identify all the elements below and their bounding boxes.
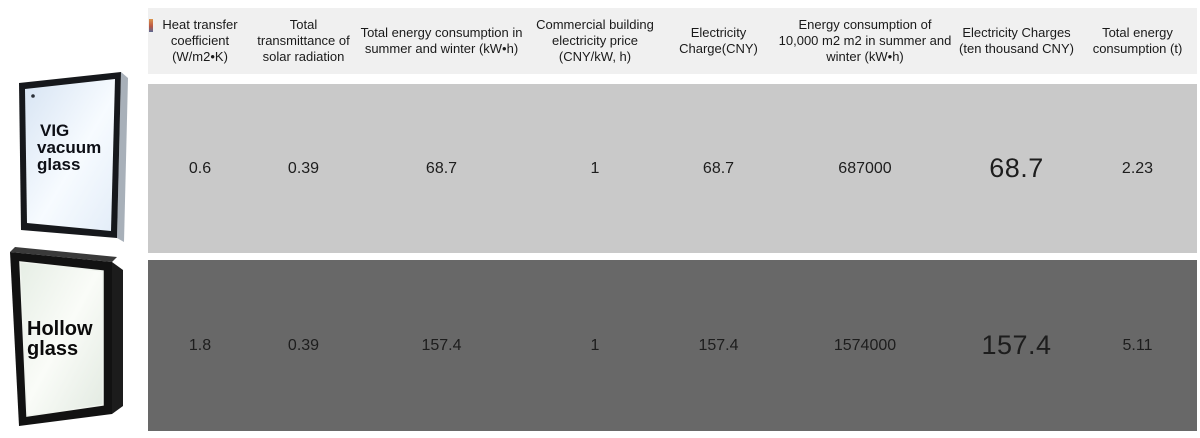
header-total-energy-consumption: Total energy consumption in summer and w…: [360, 25, 523, 56]
header-solar-transmittance: Total transmittance of solar radiation: [257, 17, 350, 64]
vig-transmittance-value: 0.39: [287, 159, 320, 177]
hollow-energy-10000m2-value: 1574000: [833, 336, 897, 354]
header-heat-transfer-coefficient: Heat transfer coefficient (W/m2•K): [162, 17, 238, 64]
header-electricity-charges-ten-thousand: Electricity Charges (ten thousand CNY): [959, 25, 1074, 56]
vig-label-line1: VIG: [40, 121, 69, 140]
header-electricity-price: Commercial building electricity price (C…: [536, 17, 654, 64]
hollow-transmittance-value: 0.39: [287, 336, 320, 354]
hollow-frame-top-edge: [10, 247, 117, 262]
vig-energy-10000m2-value: 687000: [838, 159, 892, 177]
vig-frame-side-edge: [117, 72, 128, 242]
table-header-row: Heat transfer coefficient (W/m2•K) Total…: [148, 8, 1197, 74]
hollow-label-line1: Hollow: [27, 318, 93, 340]
vig-vacuum-dot: [31, 94, 35, 98]
vig-electricity-charge-value: 68.7: [702, 159, 735, 177]
header-total-energy-consumption-t: Total energy consumption (t): [1092, 25, 1183, 56]
vig-glass-pane: [25, 79, 115, 231]
vig-electricity-price-value: 1: [590, 159, 600, 177]
hollow-frame-spine: [112, 262, 123, 414]
hollow-heat-transfer-value: 1.8: [188, 336, 212, 354]
table-row-vig-vacuum-glass: 0.6 0.39 68.7 1 68.7 687000 68.7 2.23: [148, 84, 1197, 253]
hollow-electricity-charge-value: 157.4: [698, 336, 739, 354]
hollow-label-line2: glass: [27, 338, 78, 360]
table-row-hollow-glass: 1.8 0.39 157.4 1 157.4 1574000 157.4 5.1…: [148, 260, 1197, 431]
hollow-energy-consumption-value: 157.4: [421, 336, 462, 354]
vig-label-line3: glass: [37, 155, 80, 174]
vig-heat-transfer-value: 0.6: [188, 159, 212, 177]
header-electricity-charge: Electricity Charge(CNY): [679, 25, 758, 56]
hollow-total-energy-t-value: 5.11: [1122, 336, 1153, 354]
vig-energy-consumption-value: 68.7: [425, 159, 458, 177]
hollow-glass-pane: [19, 261, 104, 417]
hollow-electricity-charges-ten-thousand-value: 157.4: [981, 330, 1052, 360]
header-energy-consumption-10000m2: Energy consumption of 10,000 m2 m2 in su…: [778, 17, 952, 64]
hollow-electricity-price-value: 1: [590, 336, 600, 354]
hollow-glass-image: Hollow glass: [10, 247, 123, 426]
vig-glass-image: VIG vacuum glass: [19, 72, 128, 242]
vig-electricity-charges-ten-thousand-value: 68.7: [989, 153, 1044, 183]
vig-label-line2: vacuum: [37, 138, 101, 157]
vig-total-energy-t-value: 2.23: [1121, 159, 1154, 177]
header-edge-artifact-mark: [149, 19, 153, 32]
